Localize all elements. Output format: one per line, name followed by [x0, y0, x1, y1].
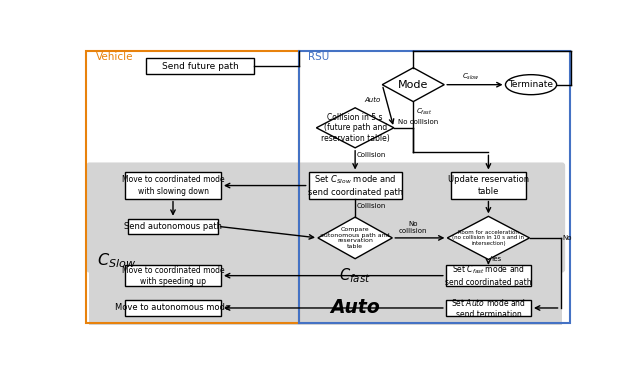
- FancyBboxPatch shape: [90, 297, 562, 325]
- Text: Auto: Auto: [330, 298, 380, 317]
- Text: Set $C_{fast}$ mode and
send coordinated path: Set $C_{fast}$ mode and send coordinated…: [445, 264, 532, 288]
- FancyBboxPatch shape: [90, 262, 562, 297]
- FancyBboxPatch shape: [446, 265, 531, 286]
- Text: $C_{Slow}$: $C_{Slow}$: [97, 251, 136, 270]
- Text: Collision: Collision: [356, 152, 386, 158]
- Text: Vehicle: Vehicle: [95, 52, 133, 62]
- FancyBboxPatch shape: [86, 163, 565, 273]
- Text: No
collision: No collision: [399, 221, 428, 234]
- FancyBboxPatch shape: [128, 219, 218, 234]
- Polygon shape: [318, 217, 392, 259]
- FancyBboxPatch shape: [125, 173, 221, 199]
- Polygon shape: [447, 217, 529, 260]
- Ellipse shape: [506, 75, 557, 95]
- Text: Update reservation
table: Update reservation table: [448, 176, 529, 196]
- Text: Move to coordinated mode
with speeding up: Move to coordinated mode with speeding u…: [122, 266, 224, 286]
- FancyBboxPatch shape: [308, 173, 402, 199]
- Text: Auto: Auto: [365, 97, 381, 103]
- Text: No: No: [562, 235, 572, 241]
- FancyBboxPatch shape: [125, 300, 221, 316]
- Text: Room for acceleration
(no collision in 10 s and in
intersection): Room for acceleration (no collision in 1…: [452, 230, 524, 246]
- Text: Set $\mathit{Auto}$ mode and
send termination: Set $\mathit{Auto}$ mode and send termin…: [451, 297, 526, 319]
- Text: $C_{fast}$: $C_{fast}$: [415, 107, 432, 118]
- Text: Yes: Yes: [490, 256, 501, 262]
- Text: Compare
autonomous path and
reservation
table: Compare autonomous path and reservation …: [320, 227, 390, 249]
- Polygon shape: [316, 108, 394, 148]
- FancyBboxPatch shape: [451, 173, 525, 199]
- FancyBboxPatch shape: [125, 265, 221, 286]
- Text: No collision: No collision: [397, 119, 438, 125]
- FancyBboxPatch shape: [446, 300, 531, 316]
- Text: Move to coordinated mode
with slowing down: Move to coordinated mode with slowing do…: [122, 176, 224, 196]
- Text: Set $C_{Slow}$ mode and
send coordinated path: Set $C_{Slow}$ mode and send coordinated…: [308, 174, 403, 198]
- Text: Terminate: Terminate: [509, 80, 554, 89]
- FancyBboxPatch shape: [146, 58, 254, 74]
- Text: Send autonomous path: Send autonomous path: [124, 222, 222, 231]
- Text: Collision: Collision: [356, 203, 386, 209]
- Text: $C_{fast}$: $C_{fast}$: [339, 266, 371, 285]
- Polygon shape: [382, 68, 444, 102]
- Text: $C_{slow}$: $C_{slow}$: [461, 71, 479, 81]
- Text: Mode: Mode: [398, 80, 428, 90]
- Text: Move to autonomous mode: Move to autonomous mode: [115, 304, 230, 312]
- Text: Send future path: Send future path: [162, 62, 239, 71]
- Text: RSU: RSU: [308, 52, 329, 62]
- Text: Collision in 5 s
(future path and
reservation table): Collision in 5 s (future path and reserv…: [321, 113, 390, 143]
